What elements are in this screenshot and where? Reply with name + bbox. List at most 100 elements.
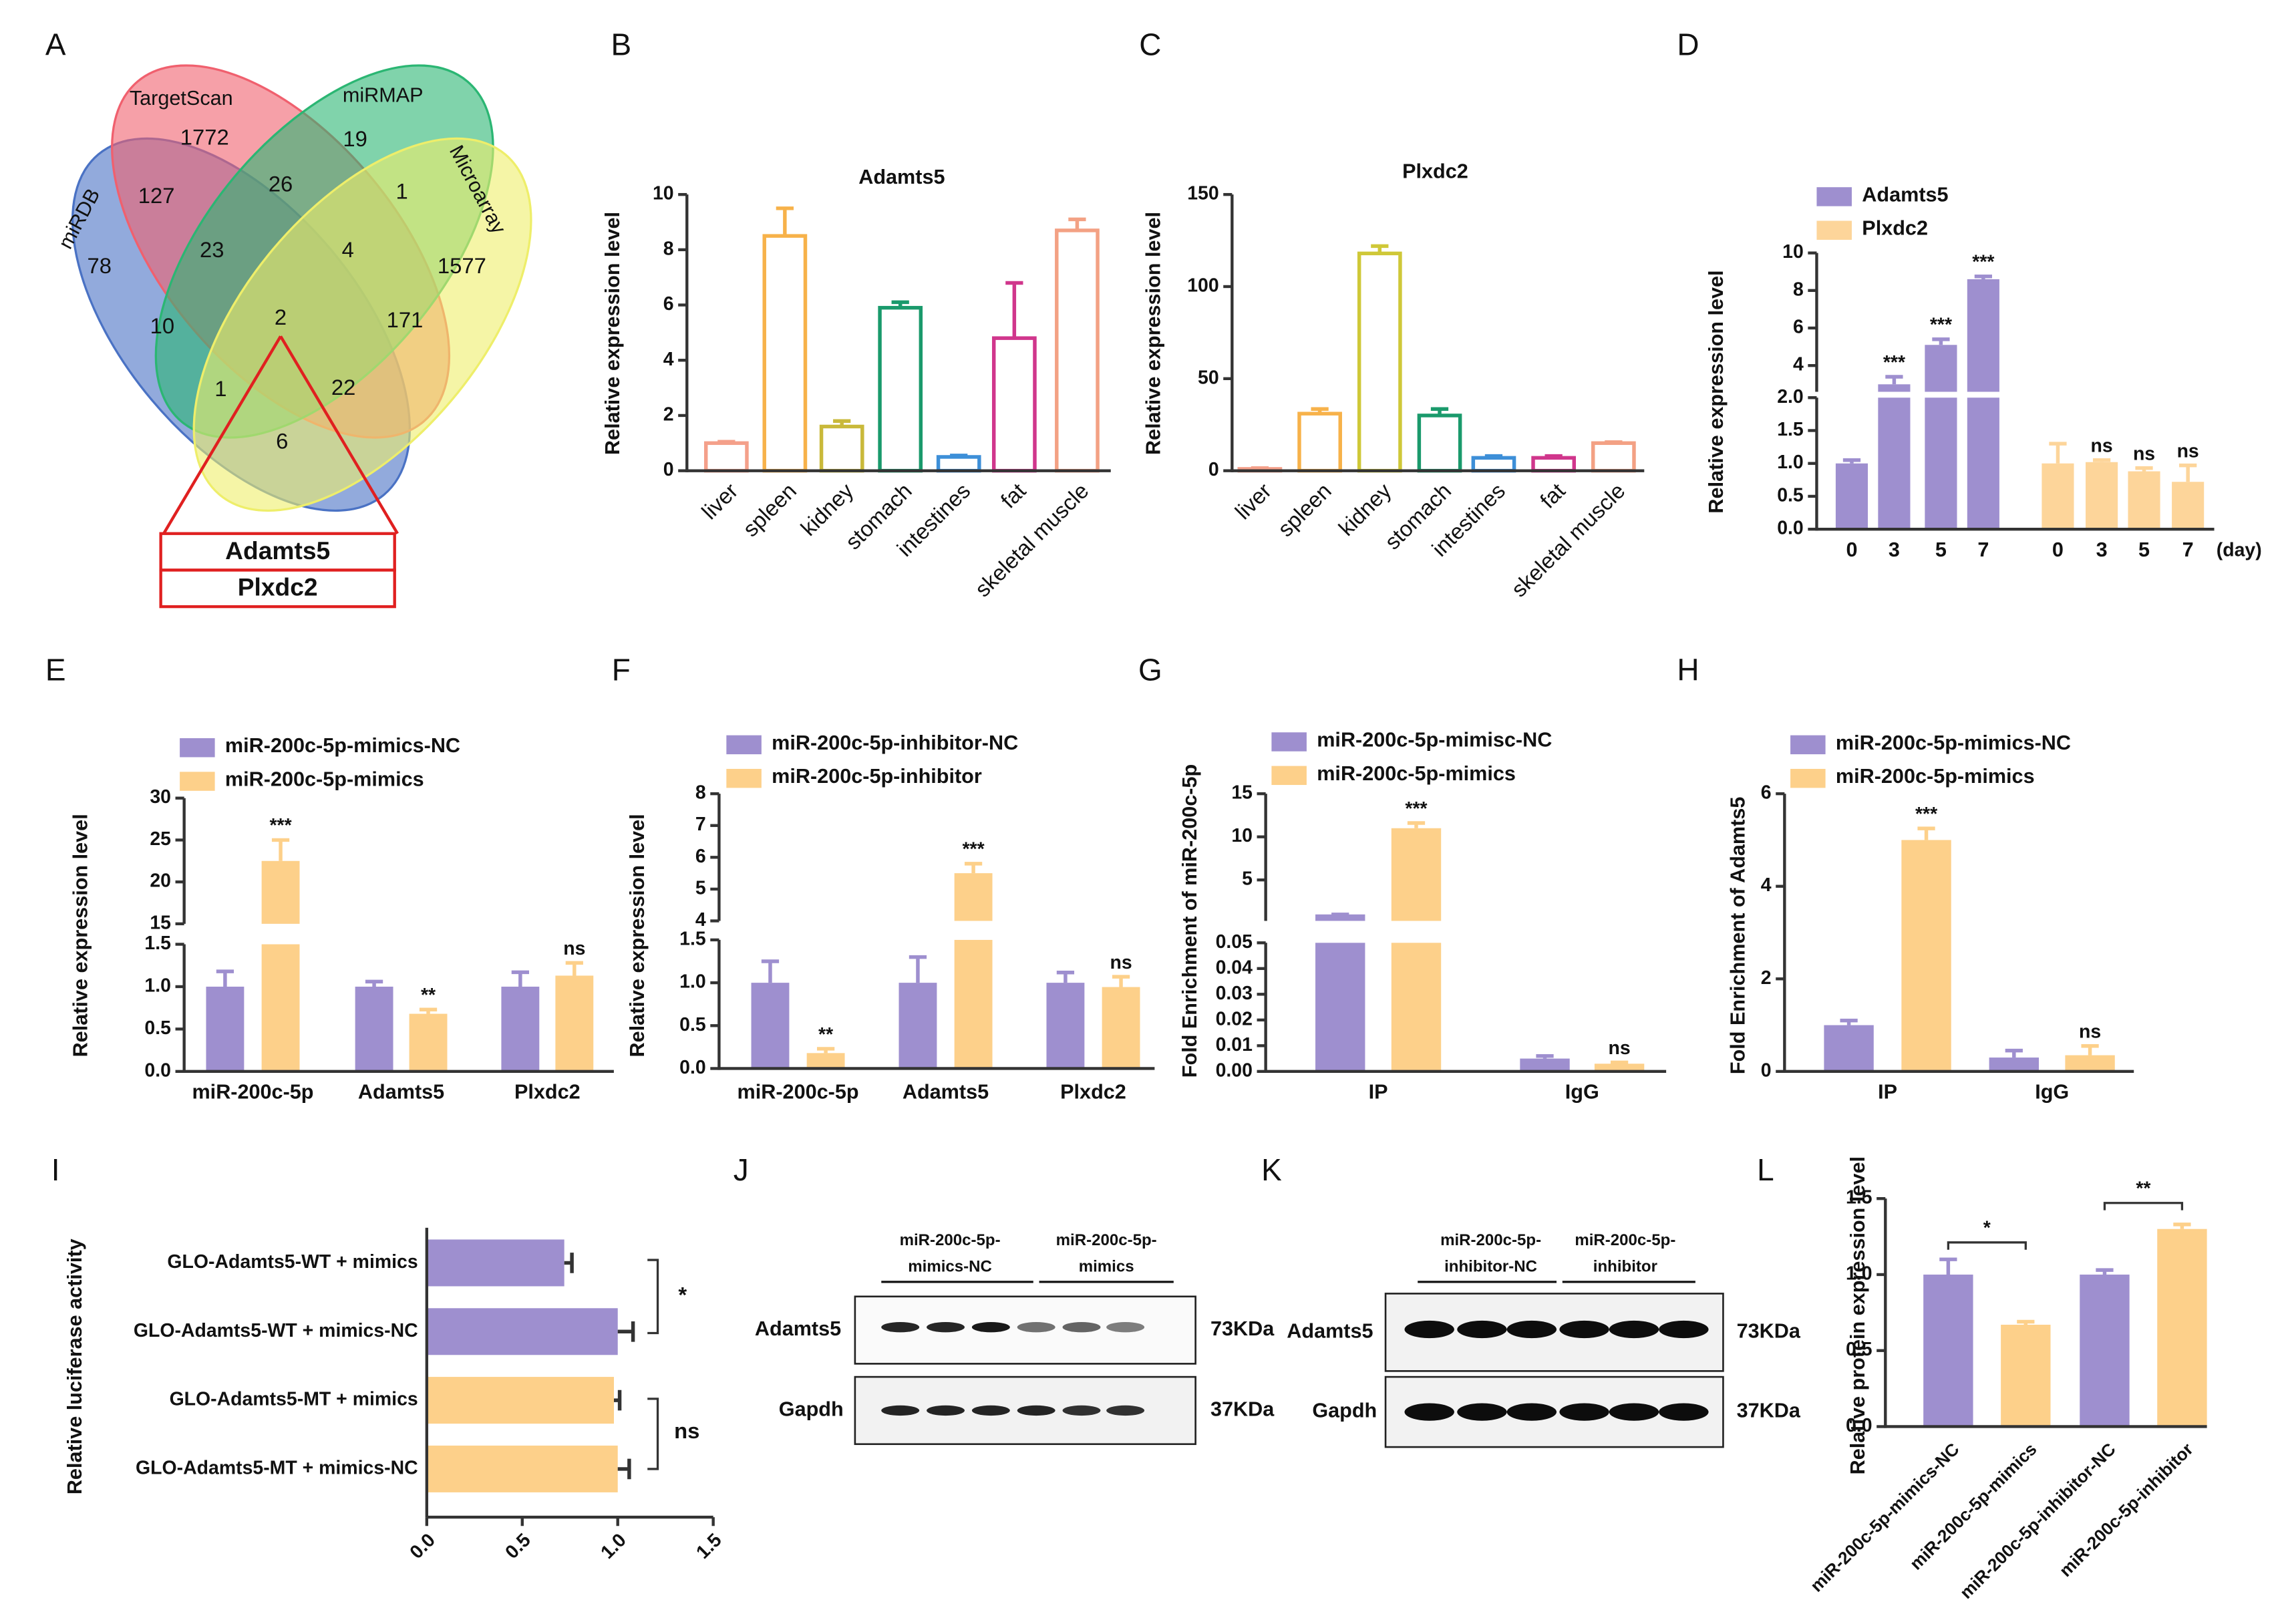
error-bar [565,961,583,976]
legend-swatch [726,768,762,788]
y-tick-label: 15 [150,912,171,933]
error-bar [1536,1053,1554,1059]
band [1017,1405,1055,1416]
error-bar [1407,821,1426,828]
error-bar [1430,407,1449,416]
y-tick-label: 10 [1231,825,1253,846]
x-tick-label: miR-200c-5p-mimics [1906,1439,2041,1574]
bar [1357,251,1402,473]
error-bar [1610,1060,1629,1065]
panel-label: H [1677,653,1699,687]
bar [1967,279,1999,530]
error-bar [1917,826,1935,840]
band [881,1322,920,1333]
y-tick-label: 0.0 [1846,1415,1872,1436]
y-axis-title: Relative protein expression level [1846,1156,1869,1474]
significance-label: ns [2133,443,2155,464]
error-bar [1840,1018,1858,1025]
axis-break [186,923,617,945]
y-tick-label: 0.03 [1216,983,1253,1004]
significance-label: ** [421,985,436,1006]
venn-count: 1772 [180,125,229,150]
bar [501,986,540,1072]
venn-count: 23 [200,237,224,262]
bar [1471,456,1516,473]
y-tick-label: 5 [1242,868,1253,890]
legend-label: Adamts5 [1862,183,1948,206]
band [1106,1322,1145,1333]
legend-label: miR-200c-5p-inhibitor-NC [772,732,1018,754]
band [1559,1403,1609,1421]
band [1506,1403,1557,1421]
legend-swatch [1790,735,1826,755]
error-bar [776,206,794,236]
venn-set [192,137,532,512]
x-tick-label: 3 [1889,538,1900,561]
x-tick-label: spleen [738,478,802,542]
bar [1824,1025,1874,1072]
error-bar [2179,463,2197,482]
bar [2128,471,2160,530]
bar [1594,1064,1645,1072]
legend-label: miR-200c-5p-mimisc-NC [1317,728,1552,751]
blot-column-label: miR-200c-5p- [1056,1231,1157,1249]
error-bar [964,862,983,874]
legend-swatch [180,772,215,791]
x-tick-label: miR-200c-5p [192,1081,313,1104]
error-bar [761,959,780,983]
error-bar [614,1390,622,1411]
band [927,1405,965,1416]
comparison-bracket [647,1398,659,1470]
error-bar [1311,407,1329,414]
bar [426,1445,618,1492]
venn-count: 22 [331,375,355,399]
venn-count: 127 [138,183,175,208]
x-tick-label: IP [1369,1081,1388,1104]
band [1106,1405,1145,1416]
y-tick-label: 0 [1208,459,1219,480]
error-bar [950,454,968,458]
y-tick-label: 0 [663,459,674,480]
band [971,1405,1010,1416]
x-tick-label: 7 [2182,538,2194,561]
bar [2042,463,2074,530]
panel-label: L [1757,1152,1774,1187]
band [971,1322,1010,1333]
blot-column-label: inhibitor [1593,1257,1657,1275]
bar [2001,1325,2051,1427]
y-tick-label: 0.01 [1216,1034,1253,1055]
y-tick-label: 8 [1793,279,1804,300]
comparison-label: * [1983,1218,1991,1239]
blot-size-label: 37KDa [1210,1398,1275,1421]
y-tick-label: 50 [1198,367,1219,388]
significance-label: *** [1883,352,1906,373]
error-bar [1605,440,1623,444]
venn-count: 10 [150,313,174,338]
y-tick-label: 6 [1761,782,1772,804]
legend-swatch [180,738,215,758]
band [1062,1405,1101,1416]
x-tick-label: 5 [1935,538,1947,561]
venn-set-label: miRMAP [343,84,424,107]
venn-count: 4 [342,237,354,262]
error-bar [2135,466,2153,472]
bar [703,441,749,473]
x-tick-label: Plxdc2 [1060,1081,1126,1104]
panel-label: C [1139,27,1161,61]
y-tick-label: 0.5 [1777,484,1804,506]
error-bar [365,979,383,987]
y-tick-label: 100 [1187,275,1218,296]
blot-row-label: Gapdh [1312,1400,1377,1422]
y-tick-label: 0.5 [144,1017,171,1039]
callout [162,335,399,534]
y-tick-label: 2 [1761,967,1772,989]
error-bar [511,970,529,987]
significance-label: ns [1110,952,1132,973]
y-tick-label: 150 [1187,183,1218,204]
band [1506,1320,1557,1339]
x-tick-label: liver [697,478,743,524]
venn-set-label: TargetScan [130,87,233,110]
y-tick-label: 0.5 [1846,1339,1872,1360]
bar [2172,482,2205,530]
error-bar [1885,375,1903,385]
